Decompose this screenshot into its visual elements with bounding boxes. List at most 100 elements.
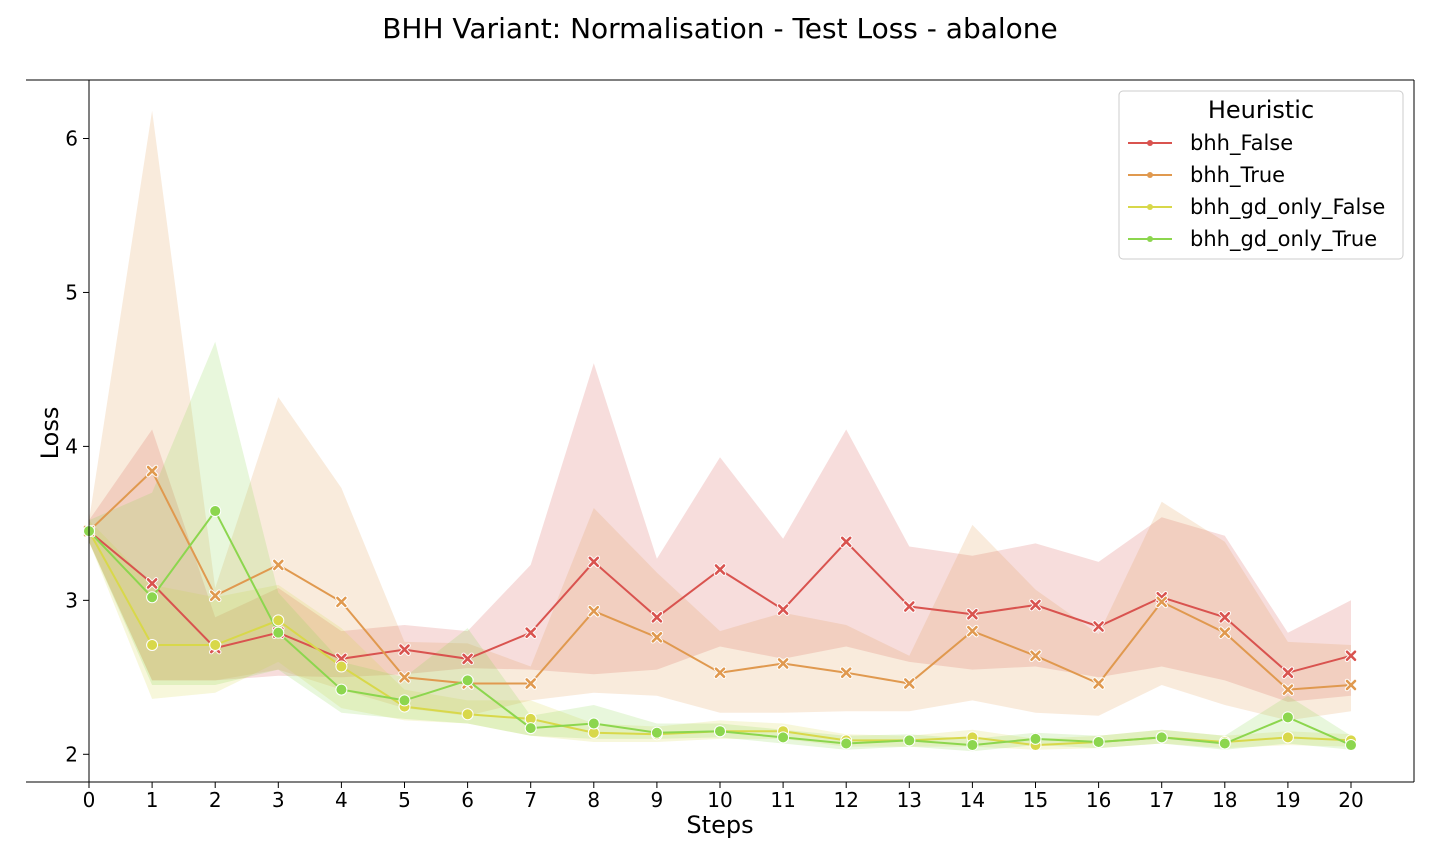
point-bhh_True [776,657,790,670]
point-bhh_False [776,603,790,616]
x-tick-label: 19 [1275,788,1300,812]
point-bhh_gd_only_True [461,674,474,687]
point-stroke [525,627,537,638]
point-bhh_gd_only_True [272,626,285,639]
x-tick-label: 16 [1086,788,1111,812]
point-bhh_False [903,600,916,613]
point-stroke [146,465,158,477]
point-bhh_False [145,577,159,590]
x-tick-label: 7 [524,788,537,812]
point-stroke [651,611,663,623]
point-bhh_gd_only_False [335,660,348,673]
x-tick-label: 12 [833,788,858,812]
point-bhh_gd_only_False [1281,731,1294,744]
point-stroke [1219,627,1231,638]
point-bhh_True [1344,678,1358,692]
point-bhh_gd_only_True [209,505,222,518]
point-bhh_True [524,677,537,690]
point-bhh_False [587,555,601,569]
series-markers [82,464,1358,752]
point-stroke [840,667,852,678]
point-stroke [651,631,663,643]
point-bhh_True [903,677,916,690]
legend-item-bhh_True: bhh_True [1128,163,1285,188]
y-tick-label: 4 [65,434,78,458]
x-tick-label: 20 [1338,788,1363,812]
point-stroke [1030,599,1041,611]
point-bhh_gd_only_True [1092,735,1105,748]
point-bhh_gd_only_True [714,725,726,738]
point-bhh_gd_only_True [777,731,790,744]
confidence-bands [89,110,1351,752]
legend-marker [1147,204,1153,210]
point-bhh_False [713,563,727,576]
y-tick-label: 2 [65,742,78,766]
point-bhh_False [650,611,664,624]
point-stroke [146,578,158,589]
point-stroke [209,590,221,602]
point-bhh_True [713,666,727,679]
point-bhh_gd_only_False [461,708,474,721]
legend-marker [1147,236,1153,242]
point-stroke [903,601,915,612]
point-stroke [714,667,726,678]
point-bhh_False [1344,649,1358,663]
point-bhh_gd_only_True [1345,739,1357,752]
point-stroke [462,653,473,665]
legend-label: bhh_gd_only_True [1190,227,1377,252]
point-bhh_gd_only_True [1155,731,1168,744]
point-stroke [777,658,789,669]
point-bhh_False [966,607,979,621]
point-stroke [1282,667,1294,678]
legend: Heuristic bhh_False bhh_True bhh_gd_only_Fa… [1118,90,1404,260]
point-bhh_False [1281,666,1295,679]
legend-marker [1147,140,1153,146]
point-stroke [525,678,537,689]
point-bhh_False [1092,620,1105,633]
x-tick-label: 0 [83,788,96,812]
point-bhh_gd_only_True [840,737,853,750]
point-bhh_gd_only_True [1218,737,1231,750]
point-stroke [967,625,978,637]
point-bhh_True [1092,677,1105,690]
point-stroke [1093,678,1104,689]
x-tick-label: 14 [960,788,985,812]
point-bhh_gd_only_True [650,726,663,739]
point-bhh_True [1218,626,1232,639]
legend-title: Heuristic [1208,96,1314,124]
point-bhh_False [839,535,853,549]
point-stroke [1093,621,1104,632]
point-stroke [336,596,347,608]
point-bhh_gd_only_False [272,614,285,627]
legend-marker [1147,172,1153,178]
point-bhh_True [398,671,411,684]
point-bhh_True [272,558,285,572]
point-stroke [272,559,284,571]
x-tick-label: 1 [146,788,159,812]
point-bhh_gd_only_True [587,717,600,730]
x-axis-label: Steps [686,811,753,839]
point-stroke [1345,679,1357,691]
x-tick-label: 17 [1149,788,1174,812]
point-bhh_True [839,666,853,679]
x-tick-label: 13 [897,788,922,812]
y-axis-label: Loss [36,407,64,460]
point-stroke [1030,650,1041,662]
point-bhh_gd_only_True [903,734,916,747]
point-stroke [1219,611,1231,623]
point-stroke [399,672,410,683]
band-bhh_False [89,363,1351,702]
point-bhh_True [335,595,348,609]
band-bhh_True [89,110,1351,721]
legend-item-bhh_False: bhh_False [1128,131,1293,156]
point-bhh_False [524,626,537,639]
legend-item-bhh_gd_only_False: bhh_gd_only_False [1128,195,1385,220]
point-bhh_gd_only_True [1029,732,1042,745]
legend-label: bhh_False [1190,131,1293,156]
legend-item-bhh_gd_only_True: bhh_gd_only_True [1128,227,1377,252]
point-stroke [714,564,726,575]
x-tick-label: 3 [272,788,285,812]
legend-label: bhh_gd_only_False [1190,195,1385,220]
